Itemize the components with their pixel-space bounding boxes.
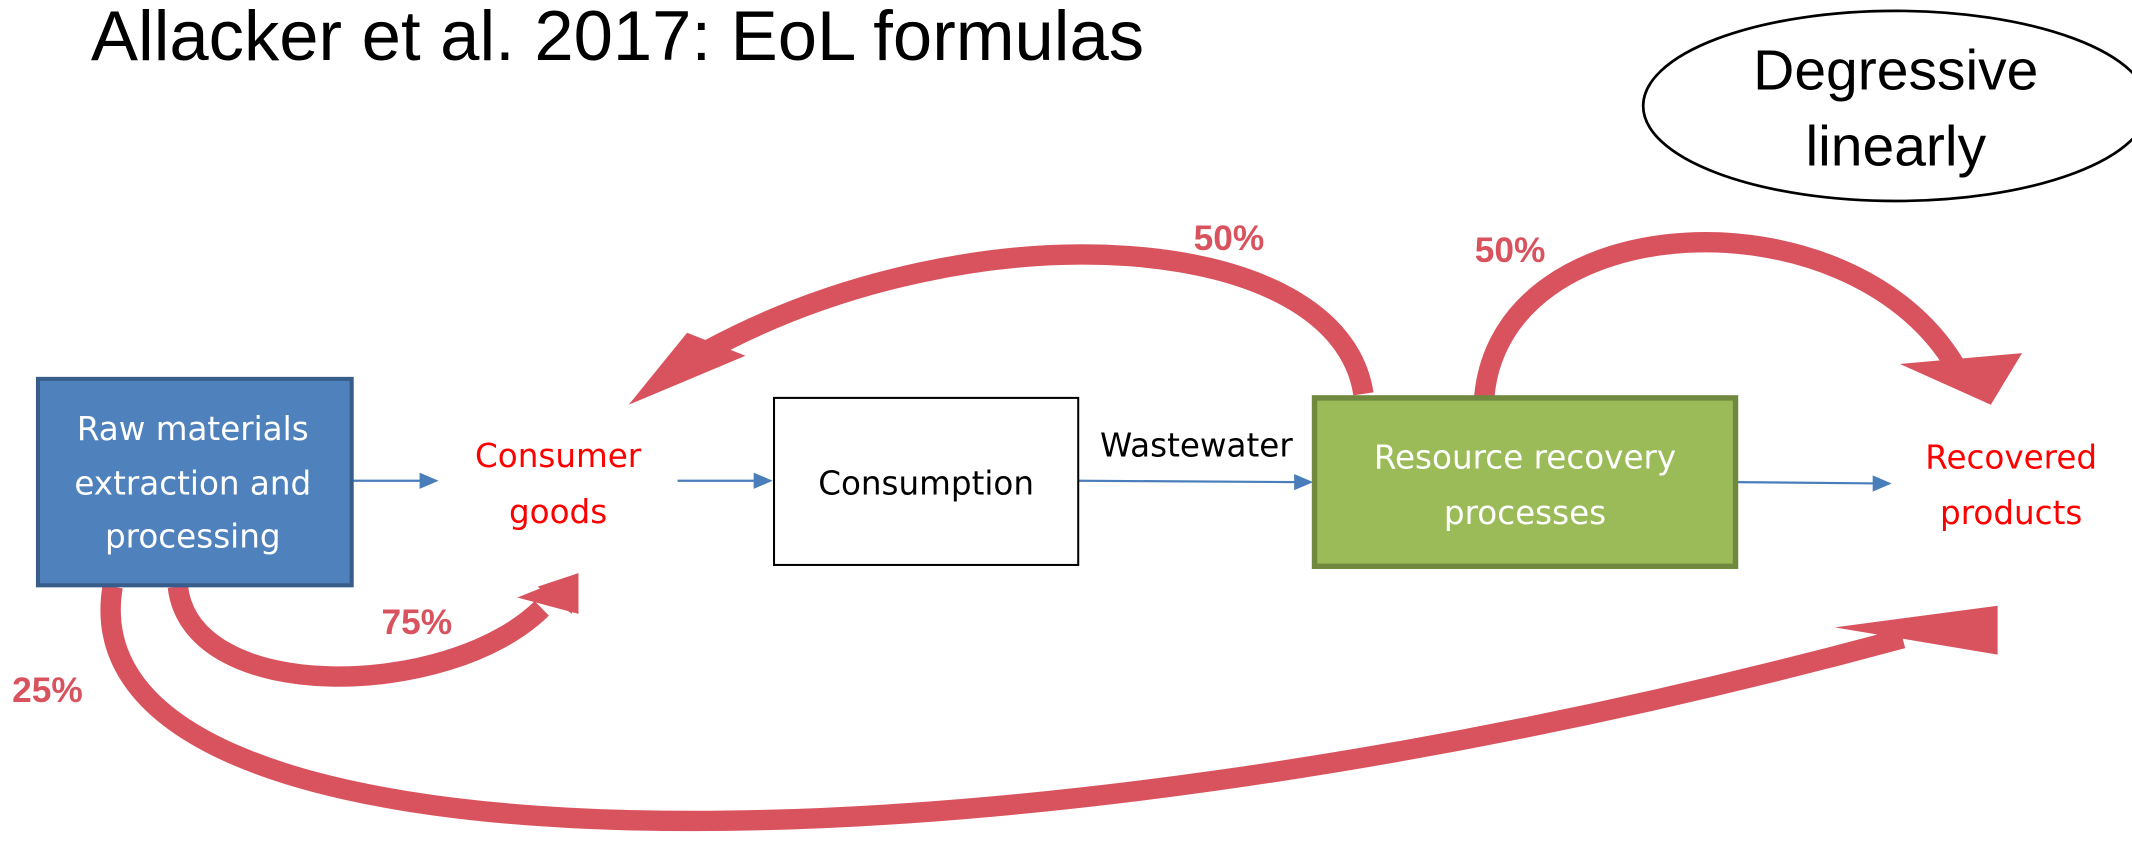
flow-arrow bbox=[1474, 232, 1963, 398]
arrowhead bbox=[1899, 353, 2023, 405]
flow-label: 75% bbox=[382, 603, 453, 642]
arrow bbox=[1078, 479, 1300, 484]
node-label: processes bbox=[1444, 494, 1606, 532]
badge-ellipse bbox=[1641, 9, 2132, 203]
badge-line: linearly bbox=[1805, 115, 1986, 179]
node-label: Consumer bbox=[475, 437, 642, 475]
badge-line: Degressive bbox=[1753, 39, 2038, 103]
node-box bbox=[1311, 395, 1739, 570]
arrowhead bbox=[517, 573, 579, 614]
arrowhead bbox=[753, 472, 773, 489]
flow-label: 50% bbox=[1475, 231, 1546, 270]
node-label: processing bbox=[105, 517, 281, 555]
title: Allacker et al. 2017: EoL formulas bbox=[91, 0, 1144, 75]
arrowhead bbox=[1294, 473, 1314, 491]
node-label: Raw materials bbox=[77, 410, 309, 448]
flow-label: 25% bbox=[12, 671, 83, 710]
node-label: Recovered bbox=[1925, 439, 2097, 477]
arrowhead bbox=[419, 472, 439, 489]
flow-label: 50% bbox=[1194, 219, 1265, 258]
arrowhead bbox=[1834, 605, 1998, 655]
flow-arrow bbox=[167, 584, 549, 687]
flow-arrow bbox=[100, 585, 1906, 832]
arrow bbox=[1735, 481, 1879, 485]
node-label: products bbox=[1940, 494, 2082, 532]
node-box bbox=[35, 376, 354, 588]
flow-arrow bbox=[702, 244, 1374, 396]
arrowhead bbox=[628, 332, 746, 405]
node-label: Consumption bbox=[818, 464, 1034, 502]
node-box bbox=[773, 396, 1080, 566]
node-label: Resource recovery bbox=[1374, 439, 1676, 477]
node-label: goods bbox=[509, 493, 607, 531]
arrowhead bbox=[1872, 475, 1892, 492]
edge-label: Wastewater bbox=[1100, 426, 1293, 464]
node-label: extraction and bbox=[74, 464, 311, 502]
